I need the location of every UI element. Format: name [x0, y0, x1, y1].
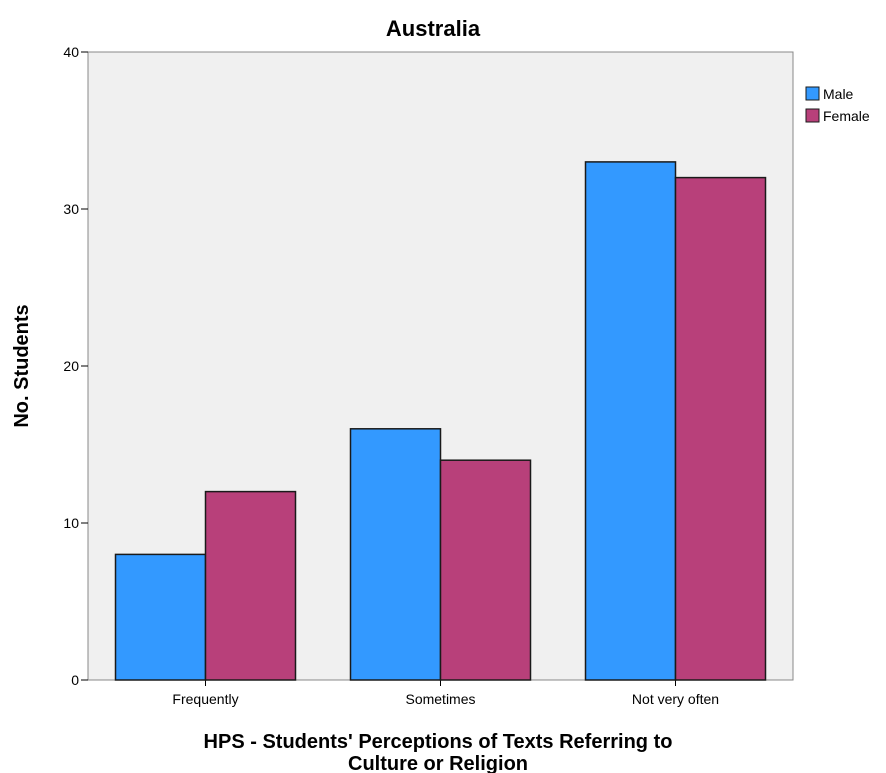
x-tick-label: Not very often: [632, 691, 719, 707]
y-tick-label: 40: [63, 44, 79, 60]
x-axis-label-line-2: Culture or Religion: [348, 753, 528, 773]
y-tick-label: 10: [63, 515, 79, 531]
legend: Male Female: [805, 86, 870, 124]
bar-female-not-very-often: [674, 176, 767, 681]
y-axis: 0 10 20 30 40: [63, 44, 88, 688]
bar-female-frequently: [204, 490, 297, 681]
y-tick-label: 30: [63, 201, 79, 217]
x-axis: Frequently Sometimes Not very often: [172, 680, 719, 707]
y-tick-label: 0: [71, 672, 79, 688]
y-tick-label: 20: [63, 358, 79, 374]
legend-label-male: Male: [823, 86, 854, 102]
legend-swatch-male: [805, 86, 820, 101]
bar-male-not-very-often: [584, 161, 677, 681]
bar-male-frequently: [114, 553, 207, 681]
bar-female-sometimes: [439, 459, 532, 681]
bars-group: [114, 161, 767, 681]
chart-title: Australia: [386, 16, 481, 41]
x-tick-label: Sometimes: [405, 691, 475, 707]
y-axis-label: No. Students: [11, 304, 33, 427]
legend-swatch-female: [805, 108, 820, 123]
legend-label-female: Female: [823, 108, 870, 124]
x-tick-label: Frequently: [172, 691, 238, 707]
bar-male-sometimes: [349, 428, 442, 681]
x-axis-label-line-1: HPS - Students' Perceptions of Texts Ref…: [204, 731, 673, 753]
